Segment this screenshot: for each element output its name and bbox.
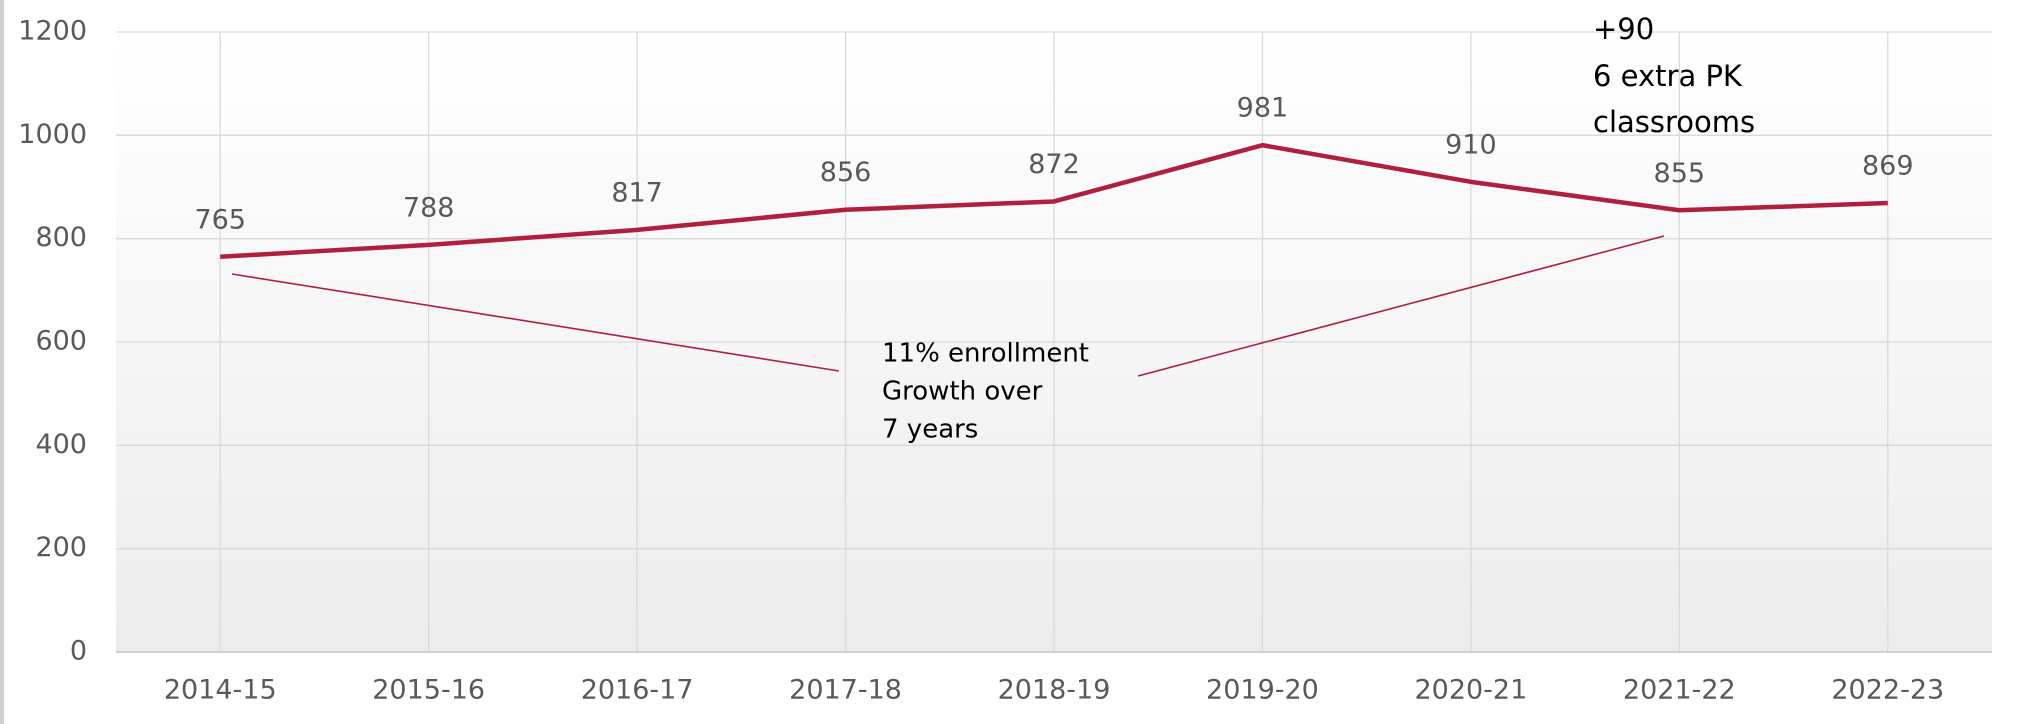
data-line: [220, 142, 1888, 259]
annotation-text: 7 years: [882, 415, 978, 445]
annotation-line: [231, 273, 840, 372]
annotation-text: +90: [1593, 12, 1654, 46]
x-tick-label: 2019-20: [1206, 675, 1319, 706]
grid: [116, 31, 1992, 653]
left-edge: [0, 0, 4, 724]
y-tick-label: 1200: [18, 16, 87, 47]
y-tick-label: 600: [35, 326, 87, 357]
annotation-text: Growth over: [882, 377, 1043, 407]
data-label: 869: [1862, 151, 1914, 182]
x-tick-label: 2020-21: [1414, 675, 1527, 706]
x-tick-label: 2018-19: [998, 675, 1111, 706]
y-tick-label: 200: [35, 532, 87, 563]
data-label: 788: [403, 192, 455, 223]
data-label: 856: [820, 157, 872, 188]
x-tick-label: 2016-17: [581, 675, 694, 706]
data-label: 817: [611, 177, 663, 208]
x-tick-label: 2015-16: [372, 675, 485, 706]
data-label: 872: [1028, 149, 1080, 180]
y-tick-label: 0: [70, 636, 87, 667]
x-tick-label: 2022-23: [1831, 675, 1944, 706]
data-label: 855: [1654, 158, 1706, 189]
x-tick-label: 2017-18: [789, 675, 902, 706]
data-label: 765: [194, 204, 246, 235]
data-label: 981: [1237, 93, 1289, 124]
annotation-text: 11% enrollment: [882, 339, 1089, 369]
x-tick-label: 2021-22: [1623, 675, 1736, 706]
marks: [220, 142, 1888, 259]
annotation-text: classrooms: [1593, 105, 1755, 139]
x-tick-label: 2014-15: [164, 675, 277, 706]
y-tick-label: 800: [35, 222, 87, 253]
y-tick-label: 1000: [18, 119, 87, 150]
annotation-line: [1137, 235, 1665, 377]
y-tick-label: 400: [35, 429, 87, 460]
data-label: 910: [1445, 129, 1497, 160]
annotation-text: 6 extra PK: [1593, 59, 1743, 93]
